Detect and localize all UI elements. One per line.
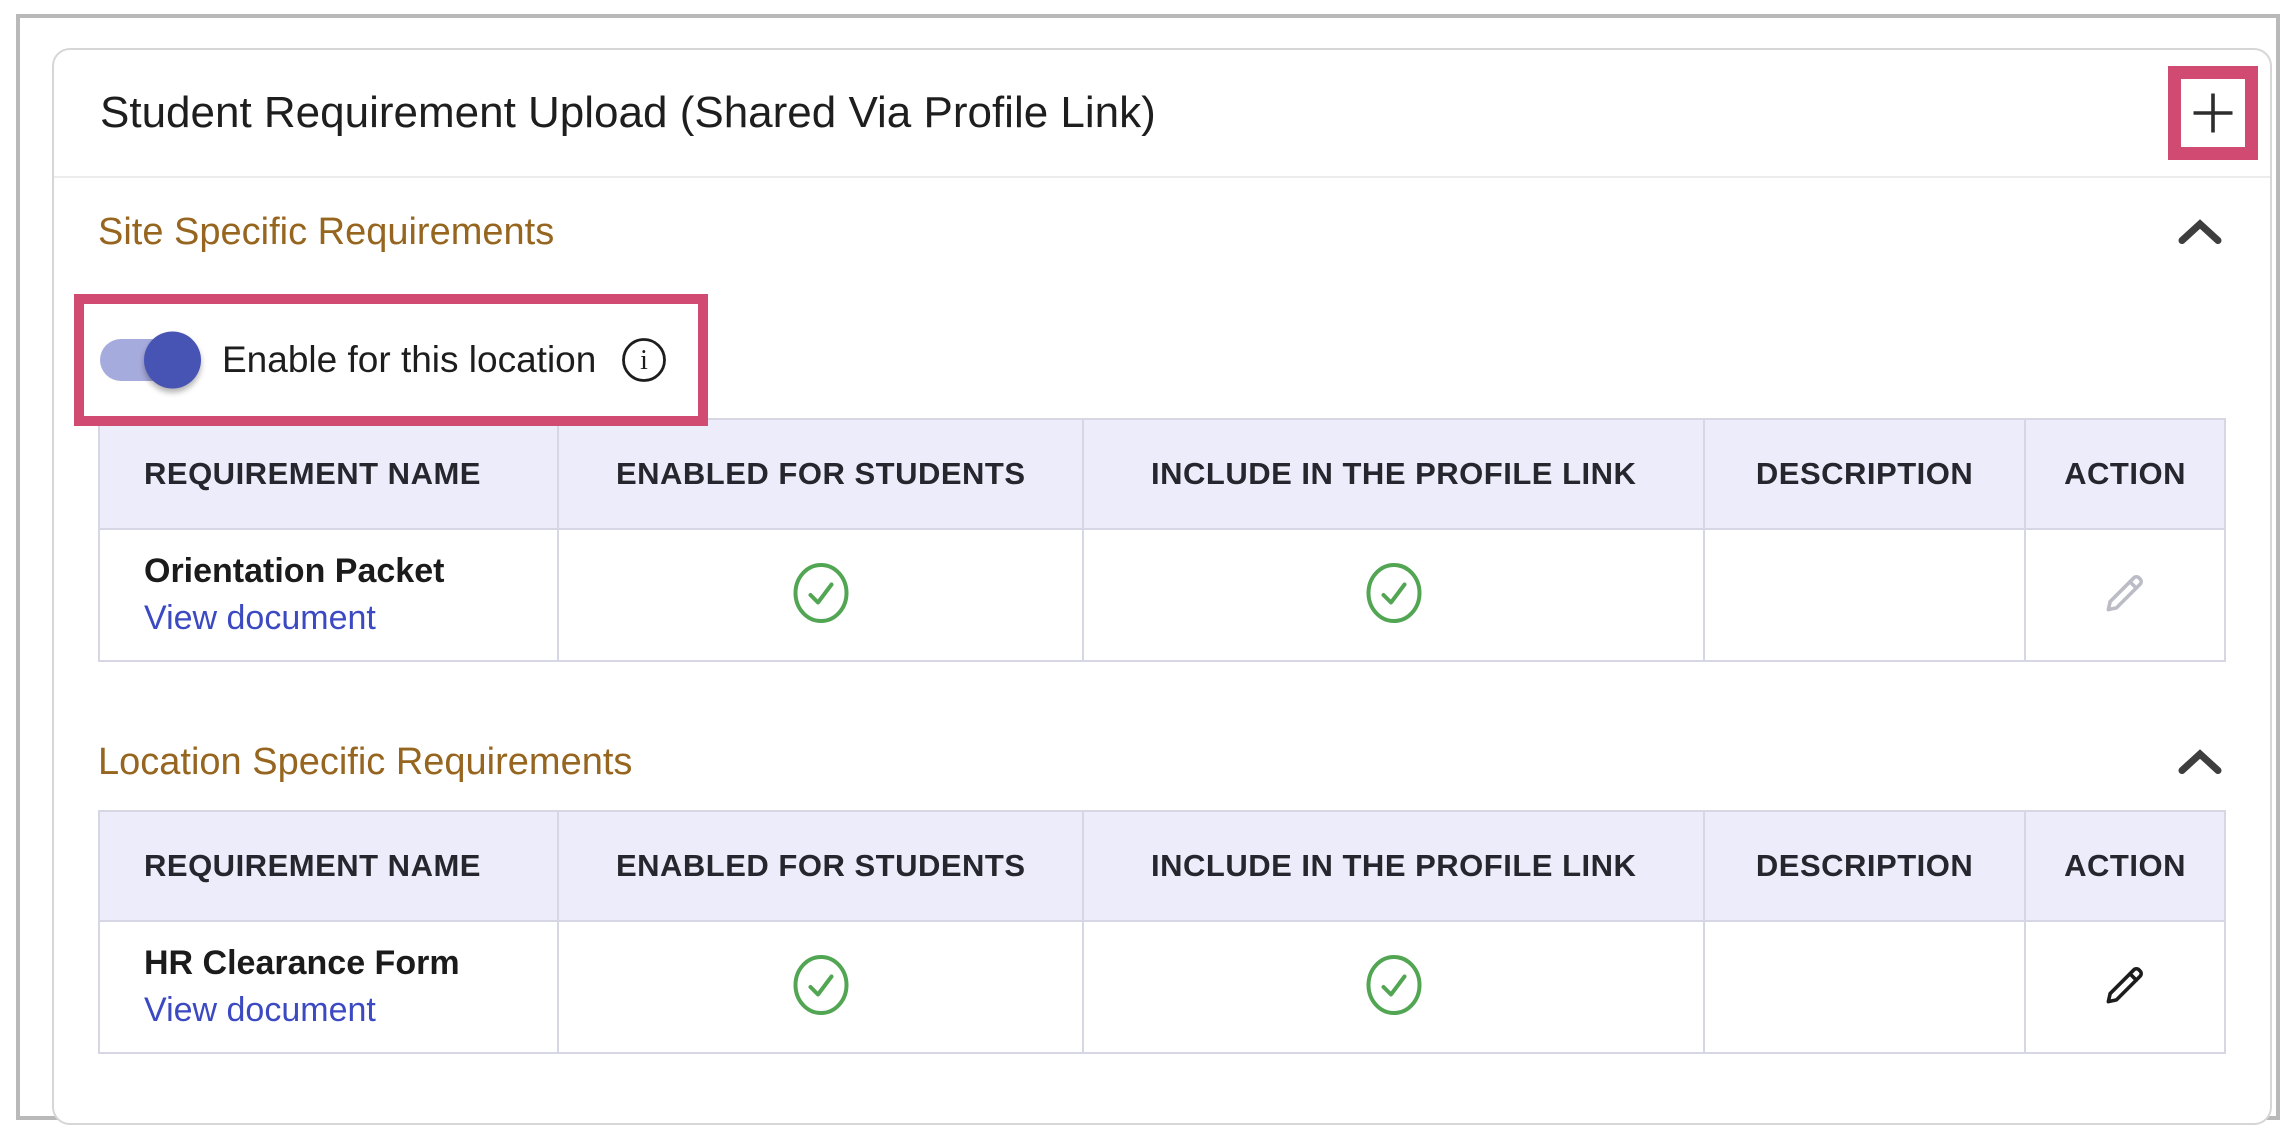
panel-body: Site Specific Requirements Enable for th… — [54, 208, 2270, 1054]
include-profile-link-cell — [1082, 528, 1706, 662]
collapse-button-site-specific[interactable] — [2174, 212, 2226, 252]
action-cell — [2024, 528, 2226, 662]
description-cell — [1703, 528, 2027, 662]
check-circle-icon — [792, 954, 850, 1016]
plus-icon — [2190, 90, 2236, 136]
edit-requirement-button[interactable] — [2098, 566, 2152, 623]
enabled-for-students-cell — [557, 528, 1085, 662]
add-requirement-button[interactable] — [2181, 79, 2245, 147]
view-document-link[interactable]: View document — [144, 991, 376, 1029]
enabled-for-students-cell — [557, 920, 1085, 1054]
info-icon: i — [620, 336, 668, 384]
column-header-action: ACTION — [2024, 810, 2226, 922]
check-circle-icon — [792, 562, 850, 624]
enable-location-toggle-label: Enable for this location — [222, 339, 597, 380]
requirement-name: Orientation Packet — [144, 552, 445, 590]
svg-text:i: i — [640, 345, 648, 376]
site-specific-requirements-table: REQUIREMENT NAME ENABLED FOR STUDENTS IN… — [97, 418, 2226, 662]
column-header-description: DESCRIPTION — [1703, 418, 2027, 530]
toggle-knob — [144, 331, 201, 389]
requirement-name: HR Clearance Form — [144, 944, 460, 982]
chevron-up-icon — [2177, 749, 2223, 775]
include-profile-link-cell — [1082, 920, 1706, 1054]
student-requirement-upload-panel: Student Requirement Upload (Shared Via P… — [52, 48, 2272, 1125]
panel-title: Student Requirement Upload (Shared Via P… — [100, 88, 1156, 137]
column-header-requirement-name: REQUIREMENT NAME — [97, 418, 560, 530]
edit-requirement-button[interactable] — [2098, 958, 2152, 1015]
section-title-location-specific: Location Specific Requirements — [98, 740, 633, 783]
section-location-specific-header: Location Specific Requirements — [98, 738, 2226, 786]
action-cell — [2024, 920, 2226, 1054]
panel-header: Student Requirement Upload (Shared Via P… — [54, 50, 2270, 178]
collapse-button-location-specific[interactable] — [2174, 742, 2226, 782]
screenshot-frame: Student Requirement Upload (Shared Via P… — [16, 14, 2280, 1125]
column-header-include-profile-link: INCLUDE IN THE PROFILE LINK — [1082, 810, 1706, 922]
table-header-row: REQUIREMENT NAME ENABLED FOR STUDENTS IN… — [97, 810, 2226, 922]
section-title-site-specific: Site Specific Requirements — [98, 210, 555, 253]
requirement-name-cell: HR Clearance Form View document — [97, 920, 560, 1054]
table-row-hr-clearance-form: HR Clearance Form View document — [97, 920, 2226, 1054]
annotation-highlight-enable-toggle: Enable for this location i — [74, 294, 708, 426]
toggle-info-button[interactable]: i — [620, 336, 668, 384]
edit-pencil-icon — [2098, 566, 2152, 620]
table-row-orientation-packet: Orientation Packet View document — [97, 528, 2226, 662]
view-document-link[interactable]: View document — [144, 599, 376, 637]
column-header-action: ACTION — [2024, 418, 2226, 530]
requirement-name-cell: Orientation Packet View document — [97, 528, 560, 662]
description-cell — [1703, 920, 2027, 1054]
table-header-row: REQUIREMENT NAME ENABLED FOR STUDENTS IN… — [97, 418, 2226, 530]
edit-pencil-icon — [2098, 958, 2152, 1012]
check-circle-icon — [1365, 954, 1423, 1016]
section-site-specific-header: Site Specific Requirements — [98, 208, 2226, 256]
enable-location-toggle[interactable] — [100, 331, 201, 389]
column-header-requirement-name: REQUIREMENT NAME — [97, 810, 560, 922]
chevron-up-icon — [2177, 219, 2223, 245]
location-specific-requirements-table: REQUIREMENT NAME ENABLED FOR STUDENTS IN… — [97, 810, 2226, 1054]
column-header-enabled-for-students: ENABLED FOR STUDENTS — [557, 810, 1085, 922]
column-header-enabled-for-students: ENABLED FOR STUDENTS — [557, 418, 1085, 530]
check-circle-icon — [1365, 562, 1423, 624]
column-header-description: DESCRIPTION — [1703, 810, 2027, 922]
column-header-include-profile-link: INCLUDE IN THE PROFILE LINK — [1082, 418, 1706, 530]
annotation-highlight-add-button — [2168, 66, 2258, 160]
